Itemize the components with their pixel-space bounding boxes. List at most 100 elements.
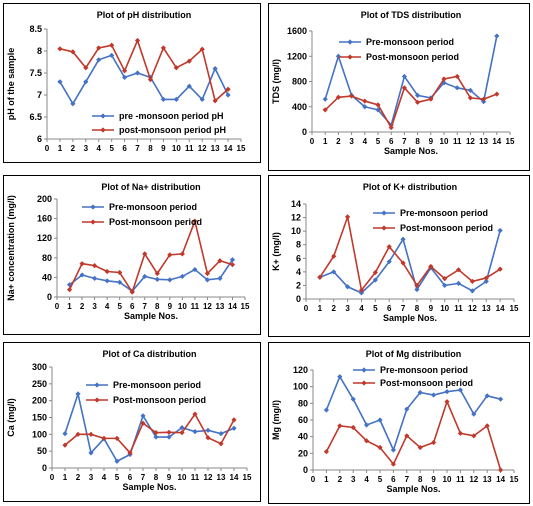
legend-label: Pre-monsoon period bbox=[380, 365, 468, 375]
data-point bbox=[122, 74, 128, 80]
data-point bbox=[70, 49, 76, 55]
data-point bbox=[134, 37, 141, 44]
data-point bbox=[414, 286, 420, 293]
data-point bbox=[428, 96, 434, 102]
legend-marker bbox=[90, 219, 96, 225]
legend: Pre-monsoon period Post-monsoon period bbox=[353, 365, 473, 388]
y-tick-label: 6 bbox=[296, 253, 301, 263]
x-tick-label: 14 bbox=[492, 137, 501, 146]
data-point bbox=[153, 434, 159, 440]
data-point bbox=[173, 96, 179, 102]
x-tick-label: 2 bbox=[80, 302, 85, 311]
legend: pre -monsoon period pH post-monsoon perio… bbox=[92, 111, 226, 135]
legend-label: Post-monsoon period bbox=[400, 223, 493, 233]
chart-title: Plot of K+ distribution bbox=[363, 182, 457, 192]
x-tick-label: 8 bbox=[155, 302, 160, 311]
data-point bbox=[83, 79, 89, 85]
data-point bbox=[160, 45, 166, 51]
x-tick-label: 11 bbox=[454, 304, 463, 313]
series-line bbox=[319, 213, 501, 293]
y-tick-label: 200 bbox=[37, 194, 52, 204]
series-line bbox=[324, 35, 498, 127]
data-point bbox=[179, 251, 185, 257]
y-tick-label: 1200 bbox=[287, 51, 307, 61]
data-point bbox=[147, 77, 154, 83]
series-line bbox=[68, 218, 233, 294]
data-point bbox=[199, 96, 205, 102]
y-tick-label: 12 bbox=[291, 213, 301, 223]
data-point bbox=[142, 251, 148, 257]
y-tick-label: 1600 bbox=[287, 26, 307, 36]
x-tick-label: 1 bbox=[67, 302, 72, 311]
data-point bbox=[400, 236, 406, 242]
y-tick-label: 400 bbox=[292, 102, 307, 112]
x-tick-label: 8 bbox=[418, 475, 423, 484]
x-tick-label: 11 bbox=[456, 475, 465, 484]
series-pre-monsoon bbox=[57, 52, 231, 107]
legend-marker bbox=[347, 39, 353, 45]
x-axis-label: Sample Nos. bbox=[384, 146, 438, 156]
x-tick-label: 6 bbox=[387, 304, 392, 313]
data-point bbox=[494, 91, 500, 97]
x-tick-label: 4 bbox=[102, 473, 107, 482]
x-tick-label: 5 bbox=[117, 302, 122, 311]
y-tick-label: 40 bbox=[298, 432, 308, 442]
data-point bbox=[498, 396, 504, 402]
y-tick-label: 160 bbox=[37, 214, 52, 224]
legend: Pre-monsoon period Post-monsoon period bbox=[86, 380, 206, 405]
x-tick-label: 3 bbox=[84, 144, 89, 153]
y-tick-label: 50 bbox=[37, 446, 47, 456]
data-point bbox=[75, 391, 81, 397]
x-tick-label: 2 bbox=[336, 137, 341, 146]
y-tick-label: 0 bbox=[296, 294, 301, 304]
x-tick-label: 13 bbox=[479, 137, 488, 146]
x-tick-label: 7 bbox=[401, 304, 406, 313]
legend-marker bbox=[361, 380, 367, 386]
x-tick-label: 7 bbox=[405, 475, 410, 484]
x-tick-label: 10 bbox=[440, 137, 449, 146]
y-tick-label: 8.5 bbox=[29, 24, 42, 34]
x-tick-label: 1 bbox=[58, 144, 63, 153]
data-point bbox=[70, 101, 76, 107]
legend: Pre-monsoon period Post-monsoon period bbox=[339, 37, 459, 62]
chart-title: Plot of Mg distribution bbox=[366, 349, 461, 359]
data-point bbox=[205, 427, 211, 433]
data-point bbox=[166, 429, 172, 435]
x-tick-label: 13 bbox=[211, 144, 220, 153]
data-point bbox=[218, 431, 224, 437]
y-axis-label: Ca (mg/l) bbox=[6, 398, 16, 437]
x-tick-label: 13 bbox=[215, 302, 224, 311]
legend-marker bbox=[381, 210, 387, 216]
x-tick-label: 10 bbox=[443, 475, 452, 484]
x-tick-label: 10 bbox=[172, 144, 181, 153]
x-tick-label: 10 bbox=[178, 473, 187, 482]
data-point bbox=[457, 430, 463, 436]
legend-marker bbox=[100, 127, 106, 133]
x-tick-label: 3 bbox=[89, 473, 94, 482]
data-point bbox=[362, 98, 368, 104]
x-tick-label: 14 bbox=[496, 475, 505, 484]
data-point bbox=[390, 447, 396, 453]
x-tick-label: 2 bbox=[338, 475, 343, 484]
data-point bbox=[96, 45, 102, 51]
legend-label: Post-monsoon period bbox=[113, 395, 206, 405]
legend-marker bbox=[361, 367, 367, 373]
y-tick-label: 0 bbox=[303, 465, 308, 475]
data-point bbox=[441, 76, 447, 82]
y-tick-label: 120 bbox=[37, 233, 52, 243]
data-point bbox=[122, 68, 128, 74]
x-tick-label: 11 bbox=[191, 473, 200, 482]
x-tick-label: 12 bbox=[204, 473, 213, 482]
data-point bbox=[66, 287, 73, 293]
y-tick-label: 6.5 bbox=[29, 112, 42, 122]
y-tick-label: 0 bbox=[42, 463, 47, 473]
x-tick-label: 3 bbox=[92, 302, 97, 311]
x-tick-label: 5 bbox=[109, 144, 114, 153]
series-pre-monsoon bbox=[322, 33, 500, 128]
data-point bbox=[350, 424, 356, 431]
y-tick-label: 7 bbox=[37, 90, 42, 100]
